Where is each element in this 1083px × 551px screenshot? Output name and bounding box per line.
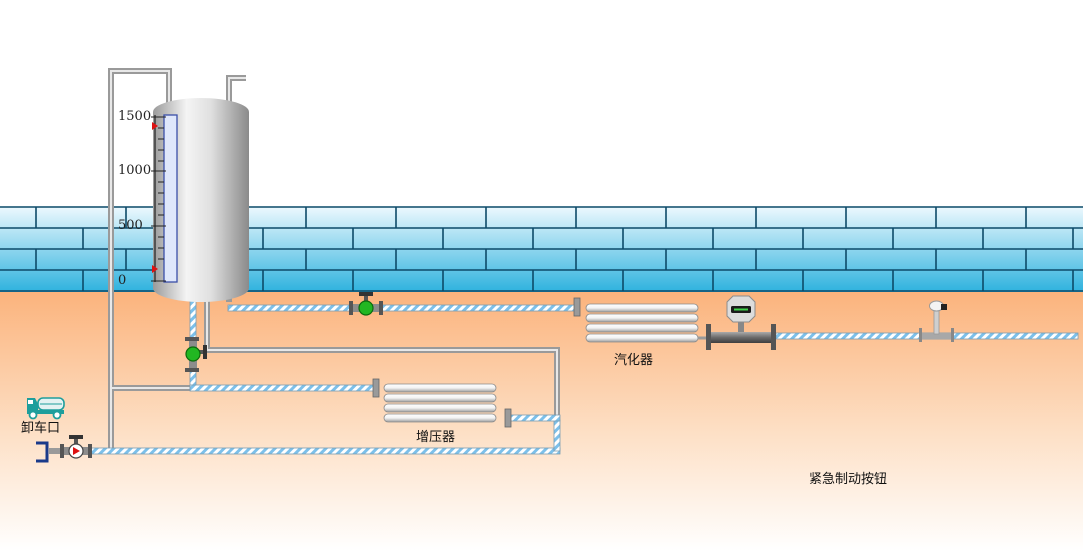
booster xyxy=(372,378,512,428)
truck-icon xyxy=(27,397,65,420)
sensor-icon xyxy=(919,300,954,342)
unloading-connector xyxy=(36,441,61,463)
emergency-stop-button[interactable]: 紧急制动按钮 xyxy=(809,472,888,487)
flowmeter-icon xyxy=(706,295,776,350)
vaporizer xyxy=(573,297,708,343)
level-scale-label: 500 xyxy=(118,218,143,233)
low-level-marker-icon xyxy=(152,265,158,273)
valve-icon[interactable] xyxy=(185,337,207,372)
valve-icon[interactable] xyxy=(349,292,383,316)
level-scale-label: 0 xyxy=(118,273,127,288)
valve-icon[interactable] xyxy=(60,435,92,459)
level-gauge-icon xyxy=(151,114,178,283)
high-level-marker-icon xyxy=(152,122,158,130)
booster-label: 增压器 xyxy=(416,430,456,445)
level-scale-label: 1000 xyxy=(118,163,152,178)
level-scale-label: 1500 xyxy=(118,109,152,124)
vaporizer-label: 汽化器 xyxy=(614,353,654,368)
unloading-label: 卸车口 xyxy=(21,421,61,436)
